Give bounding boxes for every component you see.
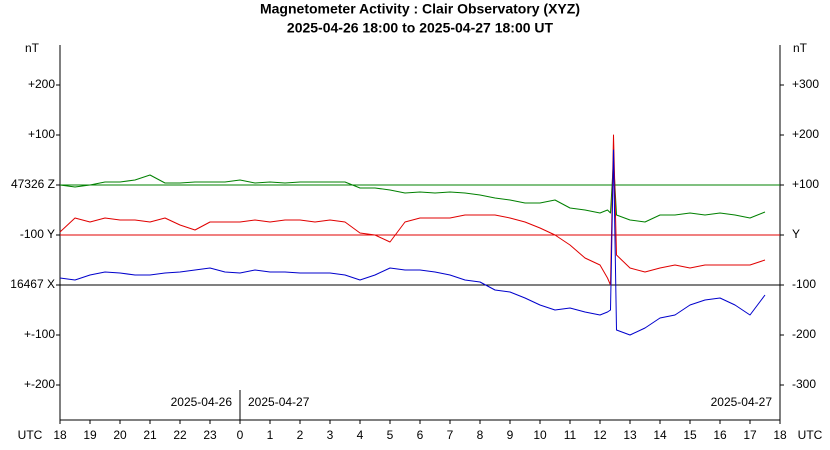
y2-axis-unit: nT (793, 41, 808, 55)
x-tick-label: 6 (417, 428, 424, 442)
x-tick-label: 20 (113, 428, 127, 442)
y2-tick-label: -100 (792, 277, 816, 291)
y-axis-unit: nT (25, 41, 40, 55)
x-tick-label: 23 (203, 428, 217, 442)
y2-tick-label: +100 (792, 177, 819, 191)
y2-tick-label: -200 (792, 327, 816, 341)
y-tick-label: 16467 X (10, 277, 55, 291)
chart-title: Magnetometer Activity : Clair Observator… (260, 1, 580, 17)
x-tick-label: 16 (713, 428, 727, 442)
series-line (59, 134, 766, 286)
date-label: 2025-04-27 (711, 395, 773, 409)
x-tick-label: 21 (143, 428, 157, 442)
x-tick-label: 12 (593, 428, 607, 442)
y-tick-label: +100 (28, 127, 55, 141)
x-tick-label: 2 (297, 428, 304, 442)
y-tick-label: +-200 (24, 377, 55, 391)
chart-subtitle: 2025-04-26 18:00 to 2025-04-27 18:00 UT (287, 20, 554, 36)
x-tick-label: 17 (743, 428, 757, 442)
x-tick-label: 10 (533, 428, 547, 442)
y-tick-label: +-100 (24, 327, 55, 341)
y2-tick-label: +200 (792, 127, 819, 141)
x-tick-label: 7 (447, 428, 454, 442)
x-axis-unit: UTC (18, 428, 43, 442)
x-tick-label: 18 (53, 428, 67, 442)
x-tick-label: 19 (83, 428, 97, 442)
x-tick-label: 0 (237, 428, 244, 442)
x-axis-unit: UTC (798, 428, 823, 442)
date-label: 2025-04-26 (171, 395, 233, 409)
x-tick-label: 1 (267, 428, 274, 442)
series-line (59, 149, 766, 336)
y2-tick-label: Y (792, 227, 800, 241)
x-tick-label: 15 (683, 428, 697, 442)
y-tick-label: -100 Y (20, 227, 55, 241)
x-tick-label: 11 (564, 428, 577, 442)
y-tick-label: +200 (28, 77, 55, 91)
x-tick-label: 4 (357, 428, 364, 442)
x-tick-label: 8 (477, 428, 484, 442)
x-tick-label: 3 (327, 428, 334, 442)
x-tick-label: 13 (623, 428, 637, 442)
series-line (59, 159, 766, 223)
y-tick-label: 47326 Z (11, 177, 55, 191)
x-tick-label: 5 (387, 428, 394, 442)
x-tick-label: 14 (653, 428, 667, 442)
x-tick-label: 22 (173, 428, 187, 442)
x-tick-label: 18 (773, 428, 787, 442)
x-tick-label: 9 (507, 428, 514, 442)
y2-tick-label: -300 (792, 377, 816, 391)
y2-tick-label: +300 (792, 77, 819, 91)
date-label: 2025-04-27 (248, 395, 310, 409)
